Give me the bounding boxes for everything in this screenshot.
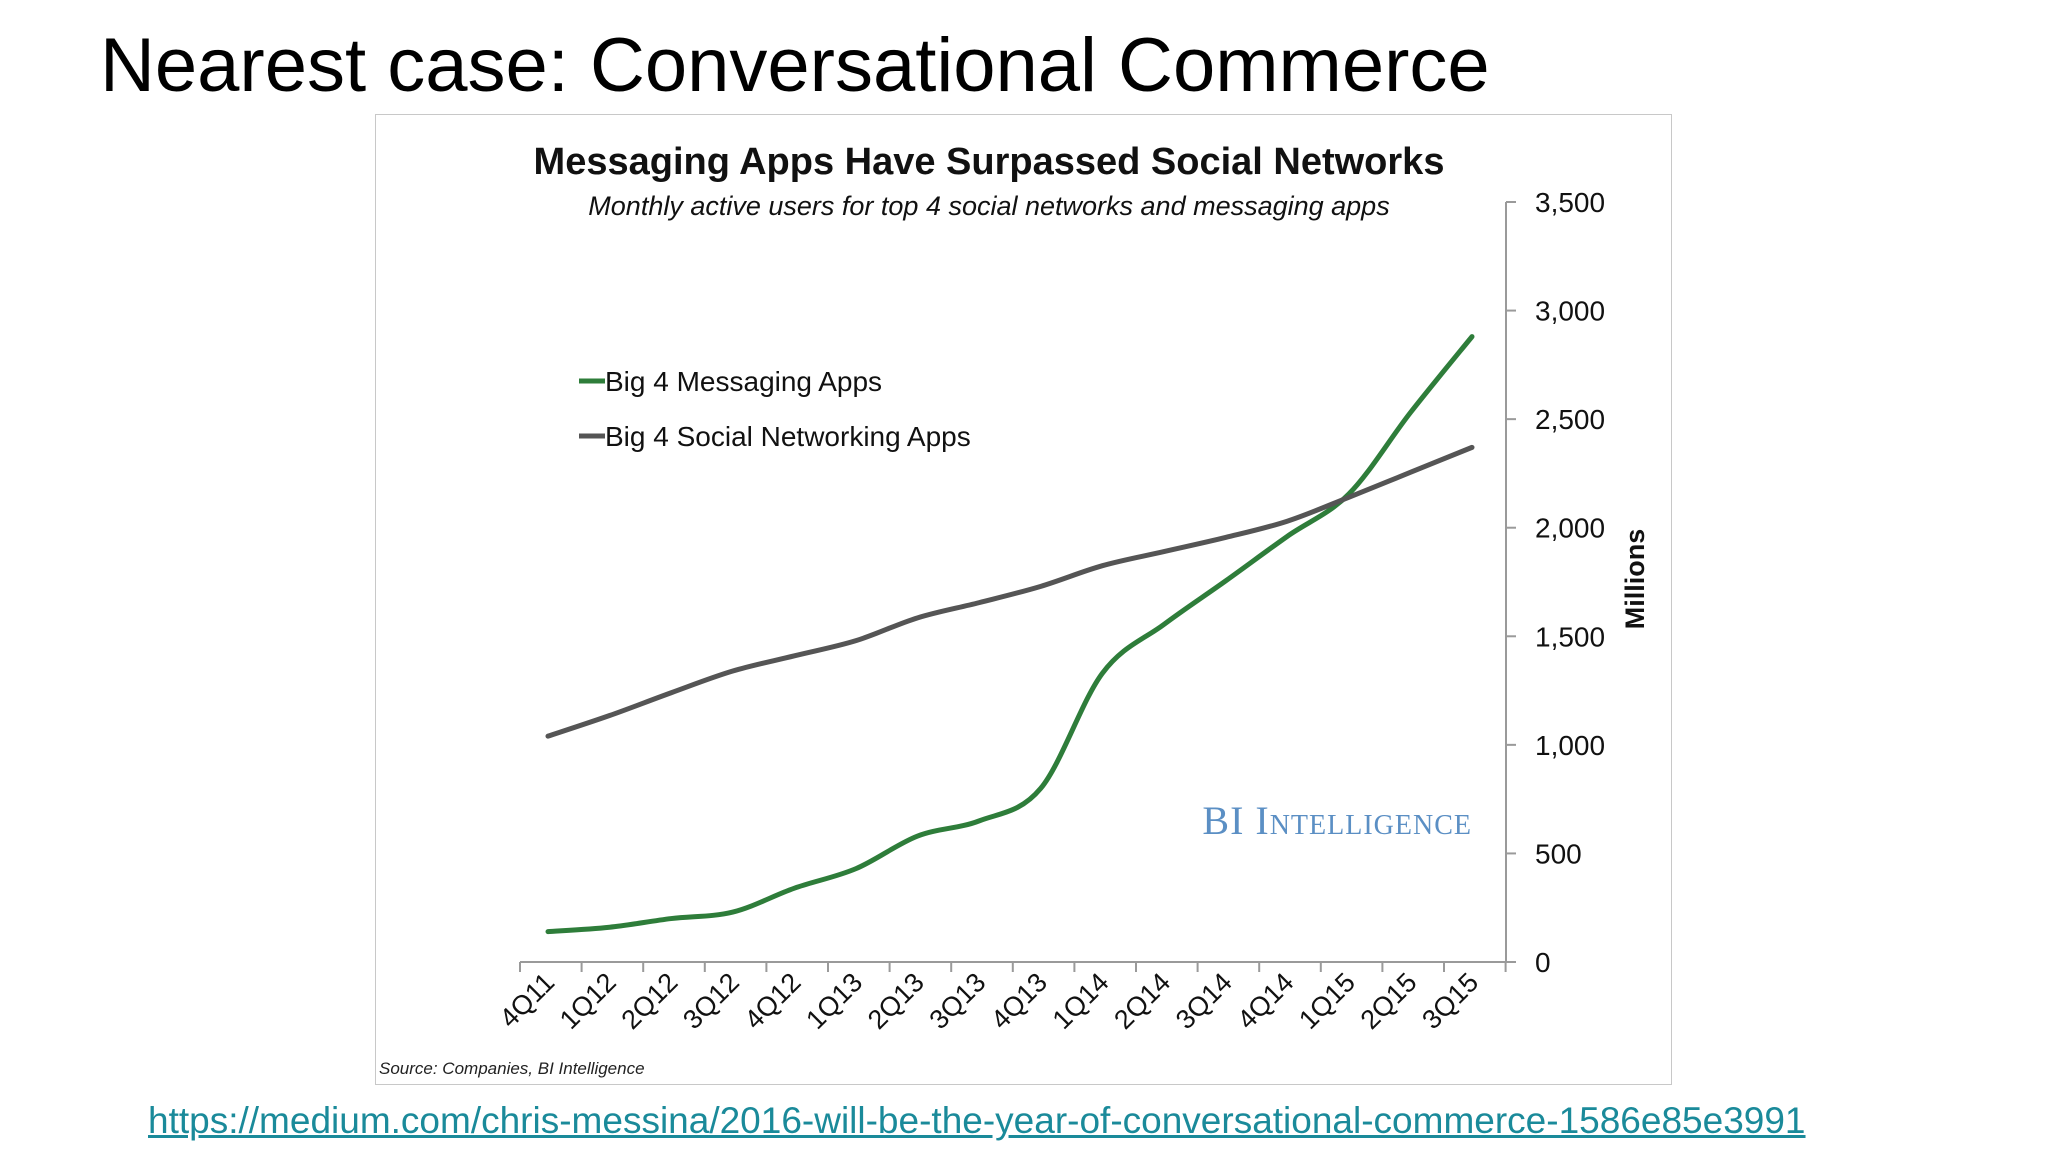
x-tick-label: 4Q12 bbox=[739, 967, 807, 1035]
y-tick-label: 0 bbox=[1535, 947, 1551, 978]
x-tick-label: 3Q13 bbox=[924, 967, 992, 1035]
y-tick-label: 3,000 bbox=[1535, 296, 1605, 327]
x-tick-label: 3Q15 bbox=[1416, 967, 1484, 1035]
series-line-1 bbox=[545, 444, 1475, 739]
y-tick-label: 500 bbox=[1535, 838, 1582, 869]
x-tick-label: 3Q14 bbox=[1170, 967, 1238, 1035]
y-axis-label: Millions bbox=[1620, 529, 1650, 630]
x-tick-label: 4Q13 bbox=[985, 967, 1053, 1035]
source-note: Source: Companies, BI Intelligence bbox=[379, 1059, 645, 1078]
x-tick-label: 4Q14 bbox=[1232, 967, 1300, 1035]
chart-subtitle: Monthly active users for top 4 social ne… bbox=[588, 191, 1389, 221]
y-tick-label: 1,500 bbox=[1535, 621, 1605, 652]
y-tick-label: 2,500 bbox=[1535, 404, 1605, 435]
x-tick-label: 2Q14 bbox=[1108, 967, 1176, 1035]
y-tick-label: 1,000 bbox=[1535, 730, 1605, 761]
slide-title: Nearest case: Conversational Commerce bbox=[100, 23, 1490, 108]
x-tick-label: 2Q13 bbox=[862, 967, 930, 1035]
source-link[interactable]: https://medium.com/chris-messina/2016-wi… bbox=[148, 1100, 1806, 1141]
x-tick-label: 1Q13 bbox=[800, 967, 868, 1035]
x-tick-label: 1Q14 bbox=[1047, 967, 1115, 1035]
y-tick-label: 3,500 bbox=[1535, 187, 1605, 218]
legend-label-messaging: Big 4 Messaging Apps bbox=[605, 366, 882, 397]
chart-frame bbox=[375, 114, 1672, 1085]
x-tick-label: 1Q15 bbox=[1293, 967, 1361, 1035]
x-tick-label: 3Q12 bbox=[677, 967, 745, 1035]
legend-label-social: Big 4 Social Networking Apps bbox=[605, 421, 971, 452]
x-tick-label: 4Q11 bbox=[494, 967, 561, 1034]
x-tick-label: 2Q15 bbox=[1355, 967, 1423, 1035]
y-tick-label: 2,000 bbox=[1535, 513, 1605, 544]
bi-intelligence-watermark: BI Intelligence bbox=[1202, 798, 1472, 843]
chart-title: Messaging Apps Have Surpassed Social Net… bbox=[534, 141, 1445, 183]
x-tick-label: 1Q12 bbox=[554, 967, 622, 1035]
x-tick-label: 2Q12 bbox=[616, 967, 684, 1035]
